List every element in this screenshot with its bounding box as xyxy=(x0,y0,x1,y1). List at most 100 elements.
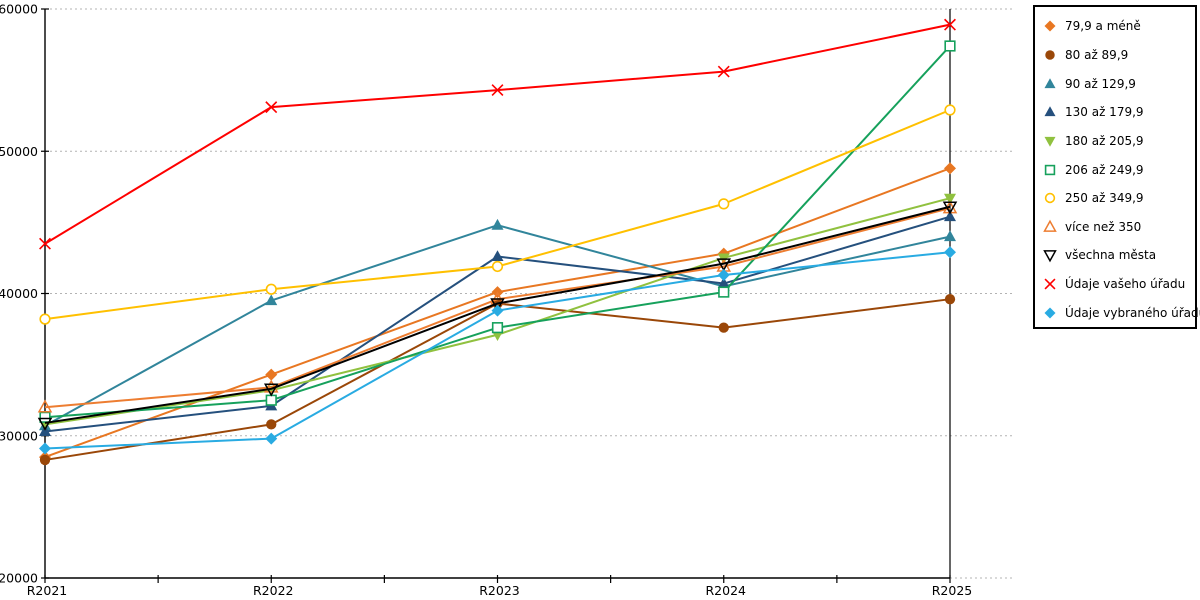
legend-label: Údaje vašeho úřadu xyxy=(1065,277,1186,292)
diamond-icon xyxy=(1044,20,1056,32)
triangle-up-icon xyxy=(1044,106,1056,117)
square-open-marker[interactable] xyxy=(491,322,504,334)
x-axis-tick-label: R2023 xyxy=(479,583,520,598)
diamond-marker[interactable] xyxy=(265,368,278,381)
x-axis-tick-label: R2025 xyxy=(932,583,973,598)
diamond-marker[interactable] xyxy=(1044,20,1056,32)
circle-open-marker[interactable] xyxy=(944,104,956,116)
triangle-down-open-marker[interactable] xyxy=(490,298,505,312)
triangle-down-open-marker[interactable] xyxy=(716,258,732,272)
legend-item-250-az-349-9[interactable]: 250 až 349,9 xyxy=(1042,184,1191,213)
diamond-marker[interactable] xyxy=(944,162,956,175)
x-axis-tick-label: R2021 xyxy=(27,583,68,598)
diamond-marker[interactable] xyxy=(1044,307,1056,319)
x-marker[interactable] xyxy=(717,65,730,78)
x-marker[interactable] xyxy=(944,18,956,31)
square-open-marker[interactable] xyxy=(944,40,956,52)
legend-label: 206 až 249,9 xyxy=(1065,162,1144,177)
legend-label: všechna města xyxy=(1065,248,1157,263)
y-axis-tick-label: 20000 xyxy=(0,571,38,586)
triangle-up-marker[interactable] xyxy=(944,230,956,242)
triangle-up-marker[interactable] xyxy=(491,218,504,230)
triangle-up-marker[interactable] xyxy=(944,210,956,222)
y-axis-tick-label: 30000 xyxy=(0,428,38,443)
x-marker[interactable] xyxy=(491,84,504,97)
legend-item-79-9-a-mene[interactable]: 79,9 a méně xyxy=(1042,12,1191,41)
square-open-marker[interactable] xyxy=(265,394,277,406)
circle-open-marker[interactable] xyxy=(265,283,277,295)
triangle-up-open-marker[interactable] xyxy=(263,379,279,393)
circle-icon xyxy=(1045,50,1055,60)
diamond-marker[interactable] xyxy=(265,432,278,445)
legend-label: 90 až 129,9 xyxy=(1065,76,1136,91)
triangle-down-marker[interactable] xyxy=(1044,136,1056,147)
legend-label: 130 až 179,9 xyxy=(1065,105,1144,120)
x-axis-tick-label: R2024 xyxy=(706,583,747,598)
legend-label: více než 350 xyxy=(1065,219,1142,234)
triangle-up-marker[interactable] xyxy=(717,277,730,289)
diamond-marker[interactable] xyxy=(491,304,504,317)
square-outline-icon xyxy=(1044,164,1056,175)
circle-marker[interactable] xyxy=(39,454,51,466)
triangle-up-open-marker[interactable] xyxy=(37,399,53,413)
legend-item-180-az-205-9[interactable]: 180 až 205,9 xyxy=(1042,127,1191,156)
circle-marker[interactable] xyxy=(266,419,277,430)
series-6 xyxy=(39,104,956,325)
triangle-down-open-marker[interactable] xyxy=(37,417,53,431)
diamond-marker[interactable] xyxy=(717,269,730,282)
x-mark-icon xyxy=(1044,278,1056,290)
series-line xyxy=(44,205,951,424)
legend-label: 180 až 205,9 xyxy=(1065,133,1144,148)
series-line xyxy=(44,45,951,419)
x-marker[interactable] xyxy=(1044,278,1056,290)
diamond-marker[interactable] xyxy=(944,246,956,259)
legend-item-130-az-179-9[interactable]: 130 až 179,9 xyxy=(1042,98,1191,127)
x-marker[interactable] xyxy=(39,237,51,250)
legend-label: Údaje vybraného úřadu xyxy=(1065,305,1200,320)
circle-open-marker[interactable] xyxy=(1044,192,1056,204)
legend-item-udaje-vybraneho-uradu[interactable]: Údaje vybraného úřadu xyxy=(1042,298,1200,327)
triangle-up-open-marker[interactable] xyxy=(1043,219,1057,232)
legend-item-vice-nez-350[interactable]: více než 350 xyxy=(1042,212,1191,241)
series-5 xyxy=(39,40,956,423)
triangle-down-open-marker[interactable] xyxy=(263,383,279,397)
triangle-down-icon xyxy=(1044,136,1056,147)
circle-open-marker[interactable] xyxy=(39,313,51,325)
triangle-up-outline-icon xyxy=(1043,219,1057,232)
legend-item-80-az-89-9[interactable]: 80 až 89,9 xyxy=(1042,41,1191,70)
legend: 79,9 a méně 80 až 89,9 90 až 129,9 130 a… xyxy=(1033,5,1200,329)
circle-marker[interactable] xyxy=(944,294,956,305)
triangle-down-marker[interactable] xyxy=(944,193,956,205)
circle-marker[interactable] xyxy=(1045,50,1055,60)
circle-open-marker[interactable] xyxy=(491,260,504,273)
triangle-up-icon xyxy=(1044,77,1056,88)
square-open-marker[interactable] xyxy=(718,286,730,298)
square-open-marker[interactable] xyxy=(39,411,51,423)
triangle-up-marker[interactable] xyxy=(1044,77,1056,88)
square-open-marker[interactable] xyxy=(1044,164,1056,175)
series-10 xyxy=(39,246,956,455)
triangle-down-open-marker[interactable] xyxy=(1043,250,1057,263)
x-marker[interactable] xyxy=(265,101,278,114)
series-8 xyxy=(37,201,958,431)
triangle-down-open-marker[interactable] xyxy=(942,201,958,215)
legend-item-206-az-249-9[interactable]: 206 až 249,9 xyxy=(1042,155,1191,184)
diamond-marker[interactable] xyxy=(39,442,51,455)
triangle-up-marker[interactable] xyxy=(265,294,278,306)
triangle-up-marker[interactable] xyxy=(1044,106,1056,117)
circle-marker[interactable] xyxy=(718,322,729,333)
circle-open-marker[interactable] xyxy=(718,198,730,210)
legend-item-90-az-129-9[interactable]: 90 až 129,9 xyxy=(1042,69,1191,98)
series-1 xyxy=(39,294,956,466)
legend-item-udaje-vaseho-uradu[interactable]: Údaje vašeho úřadu xyxy=(1042,270,1191,299)
legend-label: 80 až 89,9 xyxy=(1065,47,1129,62)
triangle-up-marker[interactable] xyxy=(491,250,504,262)
triangle-down-outline-icon xyxy=(1043,250,1057,263)
legend-item-vsechna-mesta[interactable]: všechna města xyxy=(1042,241,1191,270)
series-line xyxy=(44,23,951,245)
y-axis-tick-label: 40000 xyxy=(0,286,38,301)
circle-outline-icon xyxy=(1044,192,1056,204)
x-axis-tick-label: R2022 xyxy=(253,583,294,598)
